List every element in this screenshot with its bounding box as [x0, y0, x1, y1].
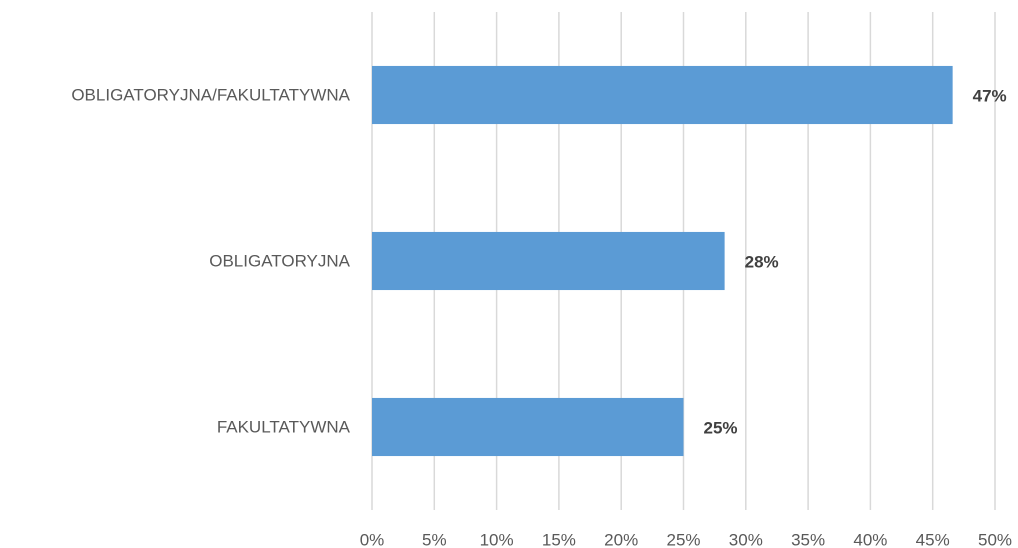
bar [372, 65, 953, 125]
x-tick-label: 0% [360, 530, 385, 548]
x-tick-label: 45% [916, 530, 950, 548]
y-tick-label: OBLIGATORYJNA [209, 251, 350, 270]
x-tick-label: 40% [853, 530, 887, 548]
x-tick-label: 5% [422, 530, 447, 548]
x-tick-label: 15% [542, 530, 576, 548]
data-label: 25% [704, 418, 738, 437]
bar [372, 231, 725, 291]
x-tick-label: 30% [729, 530, 763, 548]
x-tick-label: 20% [604, 530, 638, 548]
x-tick-label: 25% [666, 530, 700, 548]
x-tick-label: 50% [978, 530, 1012, 548]
y-tick-label: FAKULTATYWNA [217, 417, 351, 436]
data-label: 28% [745, 252, 779, 271]
y-tick-label: OBLIGATORYJNA/FAKULTATYWNA [71, 85, 350, 104]
x-tick-label: 35% [791, 530, 825, 548]
data-label: 47% [973, 86, 1007, 105]
bar [372, 397, 684, 457]
x-tick-label: 10% [480, 530, 514, 548]
